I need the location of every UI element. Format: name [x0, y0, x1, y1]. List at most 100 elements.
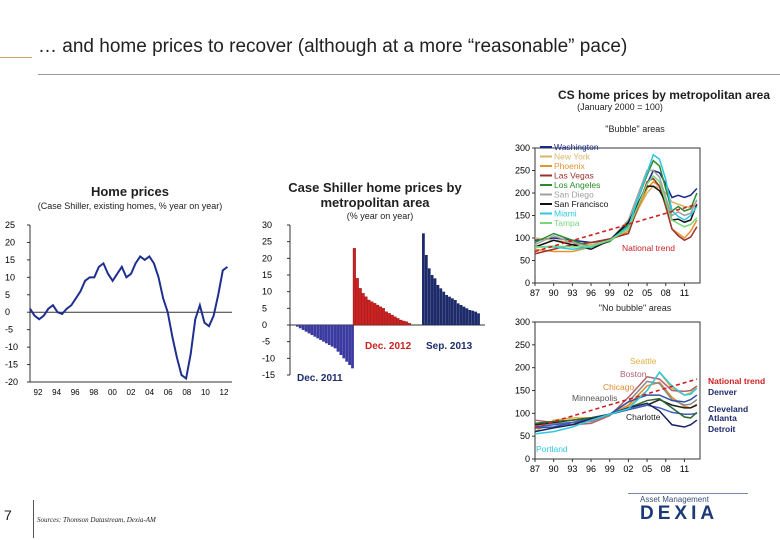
bar-sep-2013 [424, 255, 428, 325]
annotation-national-trend: National trend [708, 376, 765, 386]
bar-dec-2011 [330, 325, 334, 347]
y-tick-label: 100 [515, 408, 530, 418]
y-tick-label: 0 [525, 278, 530, 288]
x-tick-label: 06 [164, 388, 173, 397]
legend-label: Miami [554, 209, 577, 219]
bubble-areas-chart: 300 250 200 150 100 50 087 90 93 96 99 02 05 08 11 Wash… [515, 142, 701, 298]
x-tick-label: 08 [661, 288, 671, 298]
x-tick-label: 02 [623, 464, 633, 474]
x-tick-label: 98 [89, 388, 98, 397]
home-prices-subtitle: (Case Shiller, existing homes, % year on… [37, 201, 223, 211]
bar-dec-2011 [351, 325, 354, 369]
bar-sep-2013 [453, 300, 457, 325]
y-tick-label: 10 [262, 287, 272, 297]
series-line-national-trend [534, 378, 698, 428]
bar-dec-2012 [390, 314, 394, 326]
home-prices-line [29, 254, 229, 381]
legend-label: Washington [554, 142, 599, 152]
legend-label: Tampa [554, 218, 580, 228]
annotation-portland: Portland [536, 444, 568, 454]
no-bubble-panel-label: "No bubble" areas [598, 303, 672, 313]
bar-dec-2011 [325, 325, 328, 344]
bar-sep-2013 [462, 306, 466, 325]
y-tick-label: 30 [262, 220, 272, 230]
bar-sep-2013 [471, 310, 475, 325]
bar-sep-2013 [427, 268, 431, 325]
bar-dec-2012 [373, 303, 377, 326]
bar-sep-2013 [451, 298, 454, 325]
bar-dec-2011 [336, 325, 340, 352]
x-tick-label: 05 [642, 288, 652, 298]
x-tick-label: 11 [680, 288, 689, 298]
series-line-cleveland [534, 404, 697, 428]
annotation-minneapolis: Minneapolis [572, 393, 617, 403]
y-tick-label: 0 [5, 307, 10, 317]
annotation-atlanta: Atlanta [708, 413, 737, 423]
bar-sep-2013 [459, 305, 463, 325]
y-tick-label: 20 [262, 253, 272, 263]
annotation-national-trend: National trend [622, 243, 675, 253]
bar-sep-2013 [445, 295, 448, 325]
bar-sep-2013 [442, 291, 446, 325]
legend-label: Las Vegas [554, 171, 594, 181]
bar-dec-2012 [352, 248, 356, 326]
x-tick-label: 90 [549, 288, 559, 298]
x-tick-label: 90 [549, 464, 559, 474]
bar-dec-2011 [296, 325, 299, 327]
y-tick-label: 0 [525, 454, 530, 464]
annotation-chicago: Chicago [603, 382, 634, 392]
y-tick-label: 200 [515, 363, 530, 373]
bar-dec-2012 [381, 308, 385, 326]
y-tick-label: 250 [515, 340, 530, 350]
y-tick-label: 250 [515, 166, 530, 176]
x-tick-label: 11 [680, 464, 689, 474]
annotation-boston: Boston [620, 369, 647, 379]
bar-dec-2012 [399, 319, 403, 326]
bar-dec-2011 [339, 325, 343, 355]
y-tick-label: 50 [520, 431, 530, 441]
y-tick-label: -15 [262, 370, 275, 380]
annotation-seattle: Seattle [630, 356, 657, 366]
y-tick-label: -10 [5, 342, 18, 352]
x-tick-label: 96 [586, 464, 596, 474]
legend-label: Los Angeles [554, 180, 600, 190]
y-tick-label: 150 [515, 386, 530, 396]
y-tick-label: -10 [262, 353, 275, 363]
bar-dec-2012 [364, 296, 368, 326]
annotation-dec-2011: Dec. 2011 [297, 373, 343, 384]
bar-dec-2011 [301, 325, 305, 330]
y-tick-label: -20 [5, 377, 18, 387]
metro-bars-chart: 30 25 20 15 10 5 0 -5 -10 -15 Dec. 2012 Sep. 2013 De… [262, 220, 485, 384]
slide-title: … and home prices to recover (although a… [38, 36, 628, 57]
series-line-detroit [534, 402, 698, 433]
y-tick-label: 100 [515, 233, 530, 243]
y-tick-label: 50 [520, 256, 530, 266]
bar-dec-2012 [393, 316, 397, 326]
annotation-denver: Denver [708, 387, 738, 397]
bar-dec-2012 [402, 320, 406, 326]
x-tick-label: 93 [567, 288, 577, 298]
logo-rule [628, 493, 748, 494]
bar-sep-2013 [422, 233, 425, 325]
x-tick-label: 99 [605, 288, 615, 298]
x-tick-label: 05 [642, 464, 652, 474]
y-tick-label: 25 [5, 220, 15, 230]
bar-dec-2012 [384, 311, 388, 326]
page-number: 7 [4, 507, 12, 523]
y-tick-label: 20 [5, 237, 15, 247]
y-tick-label: 5 [262, 303, 267, 313]
y-tick-label: 300 [515, 317, 530, 327]
bar-dec-2011 [313, 325, 317, 337]
bar-sep-2013 [468, 310, 472, 325]
y-tick-label: 15 [5, 255, 15, 265]
title-divider [38, 74, 780, 75]
series-line-national-trend [534, 203, 698, 253]
annotation-detroit: Detroit [708, 424, 736, 434]
x-tick-label: 10 [201, 388, 210, 397]
x-tick-label: 87 [530, 464, 540, 474]
y-tick-label: 15 [262, 270, 272, 280]
legend-label: San Francisco [554, 199, 609, 209]
series-line-portland [534, 371, 698, 435]
footer-divider [33, 500, 34, 538]
x-tick-label: 08 [661, 464, 671, 474]
